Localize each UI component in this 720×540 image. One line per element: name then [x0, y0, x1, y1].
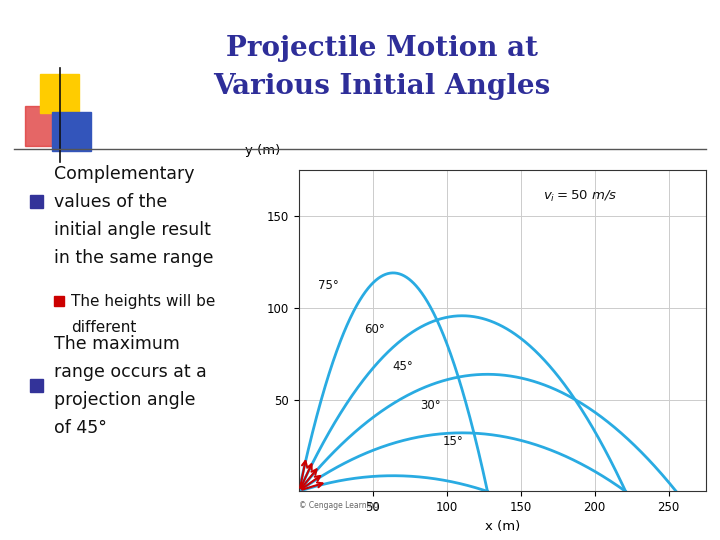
- Text: values of the: values of the: [54, 193, 167, 211]
- Text: initial angle result: initial angle result: [54, 221, 211, 239]
- Text: © Cengage Learning: © Cengage Learning: [299, 501, 379, 510]
- Text: projection angle: projection angle: [54, 391, 196, 409]
- Text: 75°: 75°: [318, 279, 339, 292]
- Text: of 45°: of 45°: [54, 419, 107, 437]
- Text: Complementary: Complementary: [54, 165, 194, 183]
- Text: Various Initial Angles: Various Initial Angles: [213, 73, 550, 100]
- Text: The heights will be: The heights will be: [71, 294, 216, 309]
- X-axis label: x (m): x (m): [485, 519, 520, 532]
- Text: The maximum: The maximum: [54, 335, 180, 353]
- Text: different: different: [71, 320, 137, 335]
- Text: 30°: 30°: [420, 399, 441, 411]
- Text: in the same range: in the same range: [54, 249, 214, 267]
- Text: 45°: 45°: [392, 360, 413, 373]
- Y-axis label: y (m): y (m): [245, 144, 280, 157]
- Text: 60°: 60°: [364, 323, 384, 336]
- Text: 15°: 15°: [442, 435, 463, 448]
- Text: range occurs at a: range occurs at a: [54, 363, 207, 381]
- Text: Projectile Motion at: Projectile Motion at: [225, 35, 538, 62]
- Text: $v_i = 50$ m/s: $v_i = 50$ m/s: [543, 188, 617, 204]
